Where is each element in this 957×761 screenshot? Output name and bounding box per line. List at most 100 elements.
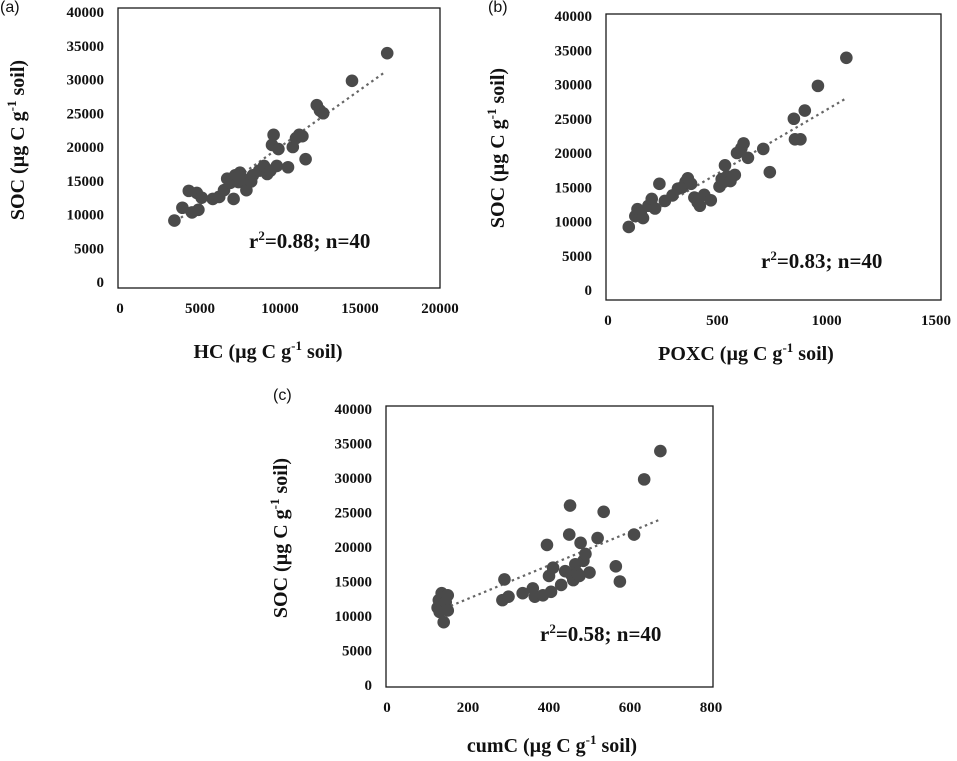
y-axis-label-main: SOC (µg C g: [270, 509, 292, 618]
annotation-value: =0.58; n=40: [556, 622, 662, 646]
y-tick-label: 0: [97, 275, 105, 291]
data-point: [227, 192, 240, 206]
x-tick-label: 15000: [341, 301, 379, 317]
x-tick-label: 800: [700, 700, 723, 716]
annotation-sup: 2: [549, 621, 556, 636]
y-axis-label: SOC (µg C g-1 soil): [267, 458, 292, 618]
y-axis-label: SOC (µg C g-1 soil): [4, 60, 29, 220]
data-point: [437, 615, 451, 629]
data-point: [627, 528, 641, 541]
data-point: [798, 104, 812, 117]
y-tick-label: 5000: [562, 249, 592, 265]
y-tick-label: 20000: [335, 540, 373, 556]
y-tick-label: 10000: [67, 208, 105, 224]
y-tick-label: 40000: [335, 402, 373, 418]
data-point: [232, 170, 245, 183]
x-axis-label: HC (µg C g-1 soil): [193, 338, 342, 363]
y-tick-label: 20000: [555, 146, 593, 162]
x-axis-label-sup: -1: [782, 340, 793, 355]
data-point: [281, 160, 295, 174]
data-point: [573, 569, 586, 583]
r-squared-annotation: r2=0.83; n=40: [761, 248, 882, 273]
x-tick-label: 1500: [921, 313, 951, 329]
y-tick-label: 5000: [74, 241, 104, 257]
panel-label: (c): [273, 387, 292, 404]
annotation-sup: 2: [258, 228, 265, 243]
y-tick-label: 25000: [555, 112, 593, 128]
data-point: [380, 46, 394, 60]
y-tick-label: 40000: [67, 5, 105, 21]
y-tick-label: 40000: [555, 9, 593, 25]
data-point: [296, 129, 309, 143]
x-tick-label: 5000: [185, 301, 215, 317]
data-point: [728, 168, 742, 182]
annotation-sup: 2: [770, 248, 777, 263]
data-point: [718, 159, 732, 172]
x-tick-label: 200: [457, 700, 480, 716]
data-point: [316, 106, 330, 120]
data-point: [609, 560, 623, 573]
data-point: [636, 211, 650, 225]
trendline: [439, 518, 661, 612]
x-tick-label: 400: [538, 700, 561, 716]
data-point: [272, 142, 285, 156]
annotation-value: =0.88; n=40: [265, 229, 371, 253]
data-point: [562, 528, 576, 541]
x-axis-label-sup: -1: [586, 732, 597, 747]
data-point: [195, 191, 208, 204]
data-point: [546, 561, 560, 574]
data-point: [741, 151, 755, 165]
data-point: [544, 585, 558, 599]
data-point: [516, 586, 529, 600]
data-point: [794, 133, 807, 146]
data-point: [622, 220, 636, 234]
annotation-r: r: [761, 249, 770, 273]
y-axis-label-sup: -1: [267, 498, 282, 509]
y-tick-label: 15000: [335, 575, 373, 591]
panel-label: (a): [0, 0, 20, 16]
data-point: [653, 177, 666, 191]
data-point: [787, 112, 801, 126]
scatter-panel-c: 0 5000 10000 15000 20000 25000 30000 35000 40000…: [267, 387, 722, 757]
data-point: [645, 192, 659, 206]
y-tick-label: 25000: [335, 506, 373, 522]
data-point: [270, 159, 284, 173]
x-tick-label: 0: [604, 313, 612, 329]
x-axis-label-tail: soil): [597, 735, 638, 757]
x-tick-label: 600: [619, 700, 642, 716]
data-point: [684, 177, 698, 191]
y-axis-label-tail: soil): [487, 68, 509, 109]
y-tick-label: 30000: [335, 471, 373, 487]
data-point: [574, 536, 587, 550]
data-point: [563, 499, 577, 512]
x-tick-label: 20000: [421, 301, 459, 317]
r-squared-annotation: r2=0.58; n=40: [540, 621, 661, 646]
y-tick-label: 15000: [67, 174, 105, 190]
x-axis-label-tail: soil): [302, 341, 343, 363]
x-axis-label-sup: -1: [291, 338, 302, 353]
data-point: [554, 578, 568, 592]
x-axis-label-tail: soil): [793, 343, 834, 365]
annotation-r: r: [249, 229, 258, 253]
x-axis-label-main: cumC (µg C g: [467, 735, 586, 757]
data-point: [192, 203, 205, 217]
data-point: [591, 531, 604, 545]
data-point: [441, 589, 455, 602]
x-axis-label-main: POXC (µg C g: [658, 343, 782, 365]
x-axis-label: POXC (µg C g-1 soil): [658, 340, 834, 365]
annotation-r: r: [540, 622, 549, 646]
x-tick-label: 500: [706, 313, 729, 329]
data-point: [267, 128, 280, 142]
y-tick-label: 20000: [67, 140, 105, 156]
data-point: [299, 152, 312, 166]
y-tick-label: 10000: [555, 215, 593, 231]
data-point: [811, 79, 825, 93]
data-point: [502, 590, 515, 603]
data-point: [345, 74, 359, 88]
r-squared-annotation: r2=0.88; n=40: [249, 228, 370, 253]
y-tick-label: 0: [365, 678, 373, 694]
data-point: [763, 165, 777, 179]
data-point: [654, 444, 667, 458]
y-tick-label: 30000: [555, 78, 593, 94]
